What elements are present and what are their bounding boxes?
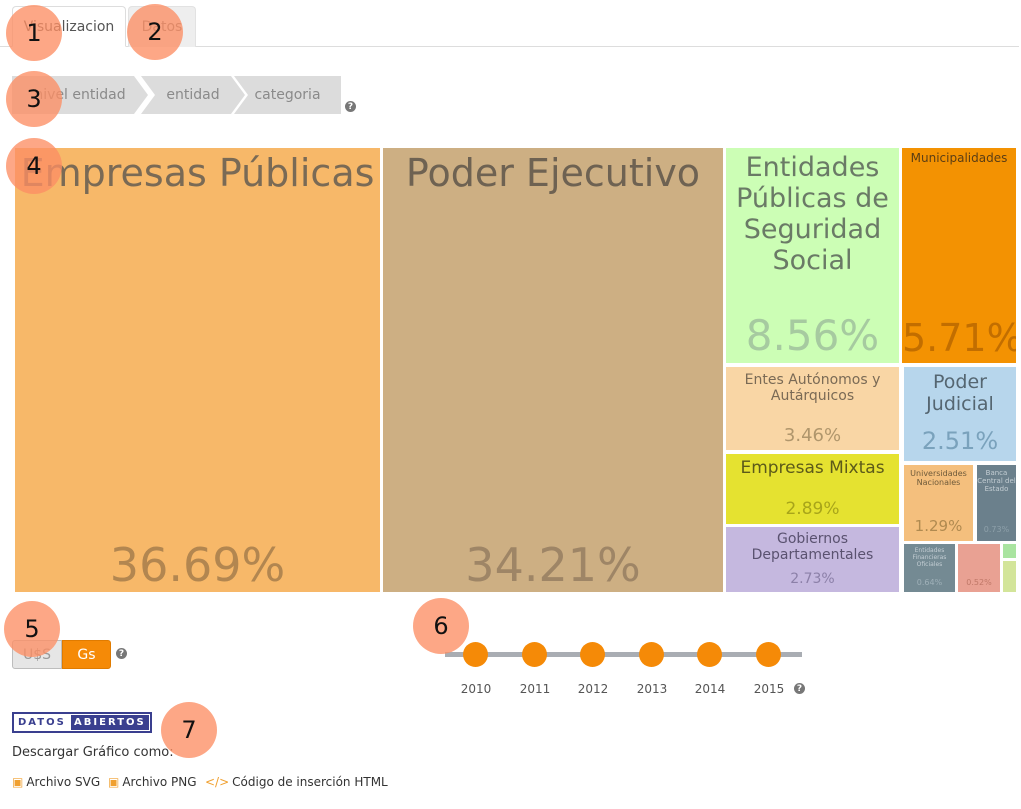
breadcrumb-categoria[interactable]: categoria [234,76,341,114]
cell-label: Entes Autónomos y Autárquicos [744,372,881,405]
cell-label: Universidades Nacionales [910,469,967,488]
treemap-cell-universidades[interactable]: Universidades Nacionales 1.29% [904,465,973,541]
cell-label: Banca Central del Estado [977,469,1016,494]
timeline-label-2011: 2011 [519,682,551,696]
marker-6: 6 [413,598,469,654]
timeline-label-2010: 2010 [460,682,492,696]
download-title: Descargar Gráfico como: [12,745,174,760]
treemap-cell-empresas-mixtas[interactable]: Empresas Mixtas 2.89% [726,454,899,524]
timeline-label-2015: 2015 [753,682,785,696]
breadcrumb-help-icon[interactable]: ? [345,101,356,112]
treemap-cell-entes-autonomos[interactable]: Entes Autónomos y Autárquicos 3.46% [726,367,899,450]
timeline-label-2013: 2013 [636,682,668,696]
timeline-dot-2010[interactable] [463,642,488,667]
datos-abiertos-logo[interactable]: DATOS ABIERTOS [12,712,152,733]
cell-percentage: 5.71% [902,316,1016,360]
cell-percentage: 2.73% [790,571,835,587]
currency-help-icon[interactable]: ? [116,648,127,659]
image-file-icon: ▣ [108,775,120,789]
download-embed-link[interactable]: </> Código de inserción HTML [205,775,388,789]
cell-percentage: 3.46% [783,425,842,446]
treemap-cell-other-red[interactable]: 0.52% [958,544,1000,592]
treemap-cell-other-lime[interactable] [1003,561,1016,592]
cell-percentage: 0.52% [966,578,992,587]
treemap-cell-poder-judicial[interactable]: Poder Judicial 2.51% [904,367,1016,461]
cell-percentage: 0.64% [916,578,943,587]
treemap-cell-municipalidades[interactable]: Municipalidades 5.71% [902,148,1016,363]
cell-label: Empresas Mixtas [740,458,885,478]
treemap-cell-seguridad-social[interactable]: Entidades Públicas de Seguridad Social 8… [726,148,899,363]
cell-percentage: 0.73% [983,525,1010,534]
cell-percentage: 2.89% [785,499,840,519]
code-icon: </> [205,775,230,789]
timeline-label-2014: 2014 [694,682,726,696]
treemap-cell-entidades-financieras[interactable]: Entidades Financieras Oficiales 0.64% [904,544,955,592]
cell-label: Municipalidades [910,151,1008,165]
treemap-cell-poder-ejecutivo[interactable]: Poder Ejecutivo 34.21% [383,148,723,592]
marker-2: 2 [127,4,183,60]
cell-label: Gobiernos Departamentales [751,531,874,564]
marker-3: 3 [6,71,62,127]
timeline-track [445,652,802,657]
treemap-cell-other-green[interactable] [1003,544,1016,558]
cell-percentage: 34.21% [465,538,641,592]
timeline-dot-2013[interactable] [639,642,664,667]
timeline-dot-2011[interactable] [522,642,547,667]
image-file-icon: ▣ [12,775,24,789]
download-svg-link[interactable]: ▣ Archivo SVG [12,775,100,789]
cell-percentage: 8.56% [745,311,880,360]
cell-label: Entidades Financieras Oficiales [912,547,947,568]
marker-7: 7 [161,702,217,758]
logo-text-datos: DATOS [14,714,70,731]
breadcrumb-entidad[interactable]: entidad [141,76,245,114]
marker-1: 1 [6,5,62,61]
currency-gs-button[interactable]: Gs [62,640,111,669]
treemap-cell-gobiernos-departamentales[interactable]: Gobiernos Departamentales 2.73% [726,527,899,592]
treemap-cell-banca-central[interactable]: Banca Central del Estado 0.73% [977,465,1016,541]
logo-text-abiertos: ABIERTOS [69,714,150,731]
timeline-dot-2015[interactable] [756,642,781,667]
timeline-dot-2012[interactable] [580,642,605,667]
timeline-dot-2014[interactable] [697,642,722,667]
download-svg-label: Archivo SVG [26,775,101,789]
cell-percentage: 2.51% [921,427,999,455]
marker-5: 5 [4,601,60,657]
cell-label: Empresas Públicas [20,151,375,195]
cell-percentage: 1.29% [914,517,963,535]
cell-label: Poder Judicial [926,371,994,415]
marker-4: 4 [6,138,62,194]
timeline-help-icon[interactable]: ? [794,683,805,694]
download-png-link[interactable]: ▣ Archivo PNG [108,775,197,789]
download-png-label: Archivo PNG [122,775,197,789]
timeline-label-2012: 2012 [577,682,609,696]
download-embed-label: Código de inserción HTML [232,775,388,789]
cell-label: Entidades Públicas de Seguridad Social [736,152,889,277]
cell-label: Poder Ejecutivo [405,151,701,195]
treemap-cell-empresas-publicas[interactable]: Empresas Públicas 36.69% [15,148,380,592]
cell-percentage: 36.69% [109,538,286,592]
